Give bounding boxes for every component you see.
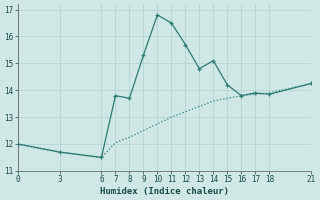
- X-axis label: Humidex (Indice chaleur): Humidex (Indice chaleur): [100, 187, 229, 196]
